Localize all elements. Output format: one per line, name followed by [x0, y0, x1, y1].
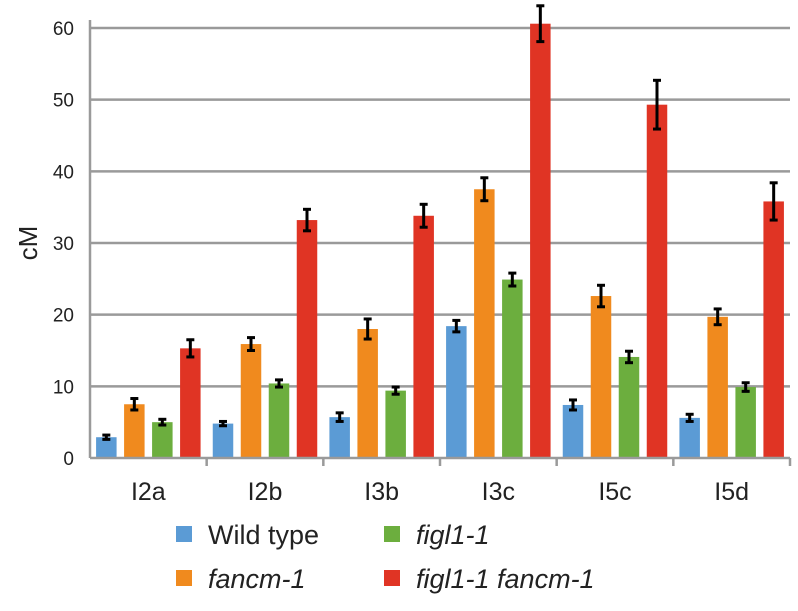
bar [152, 422, 173, 458]
y-axis-title: cM [13, 226, 43, 261]
legend: Wild type fancm-1 figl1-1 figl1-1 fancm-1 [176, 520, 595, 594]
bar [268, 383, 290, 458]
x-tick-label: I3c [482, 478, 515, 506]
bar [646, 104, 668, 458]
legend-swatch [384, 526, 400, 542]
bar [530, 23, 551, 458]
bar [562, 404, 584, 458]
legend-swatch [176, 526, 192, 542]
bar [296, 220, 318, 458]
gridlines [90, 26, 790, 388]
bar [446, 326, 467, 458]
x-tick-label: I5c [598, 478, 631, 506]
legend-swatch [176, 570, 192, 586]
bar [357, 329, 378, 458]
x-tick-label: I2b [248, 478, 283, 506]
axes: 0 10 20 30 40 50 60 I2a I2b I3b I3c I5c I5d [53, 19, 792, 506]
bar [240, 344, 262, 458]
bar [385, 390, 406, 458]
x-tick-label: I5d [714, 478, 749, 506]
legend-label: fancm-1 [208, 564, 306, 594]
y-tick-label: 10 [53, 377, 74, 398]
bar [96, 437, 117, 458]
y-tick-label: 20 [53, 306, 74, 327]
y-tick-label: 60 [53, 19, 74, 40]
bar [763, 201, 784, 458]
legend-label: figl1-1 [416, 520, 490, 550]
bar [124, 404, 145, 458]
y-tick-label: 30 [53, 234, 74, 255]
legend-label: Wild type [208, 520, 319, 550]
bar [618, 356, 640, 458]
bar [502, 279, 523, 458]
bar [679, 417, 700, 458]
bar [212, 423, 234, 458]
x-tick-label: I3b [364, 478, 399, 506]
bar [707, 316, 728, 458]
bar [329, 417, 350, 458]
bar [735, 387, 756, 458]
y-tick-label: 0 [63, 449, 74, 470]
bars [96, 23, 784, 458]
legend-label: figl1-1 fancm-1 [416, 564, 595, 594]
bar [413, 215, 434, 458]
legend-swatch [384, 570, 400, 586]
error-bars [102, 4, 778, 441]
bar [590, 296, 612, 458]
y-tick-label: 50 [53, 91, 74, 112]
x-tick-label: I2a [131, 478, 166, 506]
bar [474, 189, 495, 458]
bar [180, 348, 201, 458]
y-tick-label: 40 [53, 162, 74, 183]
